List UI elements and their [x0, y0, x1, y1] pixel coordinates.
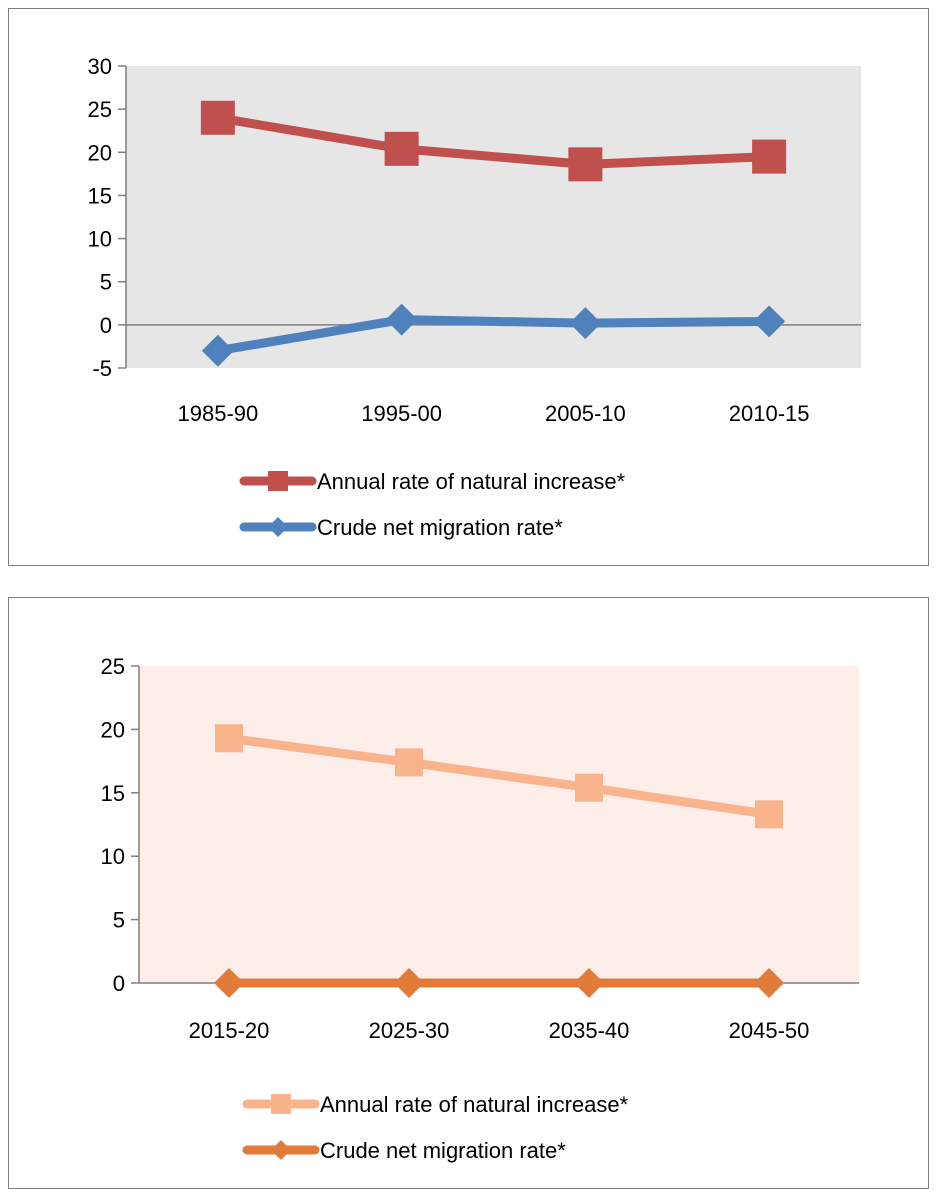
data-point [754, 968, 784, 998]
chart-panel-1: -5 0 5 10 15 20 25 30 1985-90 1995-00 2005-10 2010-… [8, 8, 929, 566]
y-tick-label: 30 [88, 54, 112, 79]
data-point [755, 800, 783, 829]
data-point [753, 305, 786, 338]
data-point [395, 748, 423, 777]
x-tick-label: 2035-40 [549, 1018, 630, 1043]
legend-marker [268, 471, 288, 491]
y-tick-label: -5 [92, 356, 112, 381]
data-point [200, 100, 235, 135]
series-line [224, 733, 774, 819]
data-point [574, 968, 604, 998]
y-tick-label: 0 [113, 971, 125, 996]
y-tick-label: 5 [113, 908, 125, 933]
data-point [385, 303, 418, 336]
y-tick-label: 25 [101, 654, 125, 679]
chart-2: 0 5 10 15 20 25 2015-20 2025-30 2035-40 2045-50 An… [101, 654, 859, 1163]
series-line [213, 315, 774, 356]
y-tick-label: 15 [88, 183, 112, 208]
data-point [201, 334, 234, 367]
data-point [215, 724, 243, 753]
x-tick-label: 1985-90 [178, 401, 259, 426]
x-tick-label: 2010-15 [729, 401, 810, 426]
legend-label: Annual rate of natural increase* [317, 469, 626, 494]
data-point [575, 773, 603, 802]
y-tick-label: 20 [88, 140, 112, 165]
y-tick-label: 10 [101, 844, 125, 869]
chart-panel-2: 0 5 10 15 20 25 2015-20 2025-30 2035-40 2045-50 An… [8, 597, 929, 1189]
data-point [568, 147, 603, 182]
x-tick-label: 1995-00 [361, 401, 442, 426]
chart-1: -5 0 5 10 15 20 25 30 1985-90 1995-00 2005-10 2010-… [88, 54, 861, 540]
x-tick-label: 2005-10 [545, 401, 626, 426]
data-point [384, 131, 419, 166]
legend-marker [271, 1140, 291, 1160]
legend-marker [271, 1094, 291, 1114]
x-tick-label: 2015-20 [189, 1018, 270, 1043]
y-tick-label: 5 [100, 270, 112, 295]
plot-area [139, 666, 859, 983]
legend-marker [268, 517, 288, 537]
y-tick-label: 20 [101, 717, 125, 742]
y-tick-label: 0 [100, 313, 112, 338]
legend-label: Crude net migration rate* [317, 515, 563, 540]
y-tick-label: 15 [101, 781, 125, 806]
x-tick-label: 2025-30 [369, 1018, 450, 1043]
series-line [213, 113, 774, 169]
legend-label: Annual rate of natural increase* [320, 1092, 629, 1117]
y-tick-label: 10 [88, 227, 112, 252]
data-point [569, 307, 602, 340]
x-tick-label: 2045-50 [729, 1018, 810, 1043]
data-point [394, 968, 424, 998]
data-point [752, 139, 787, 174]
data-point [214, 968, 244, 998]
legend-label: Crude net migration rate* [320, 1138, 566, 1163]
y-tick-label: 25 [88, 97, 112, 122]
